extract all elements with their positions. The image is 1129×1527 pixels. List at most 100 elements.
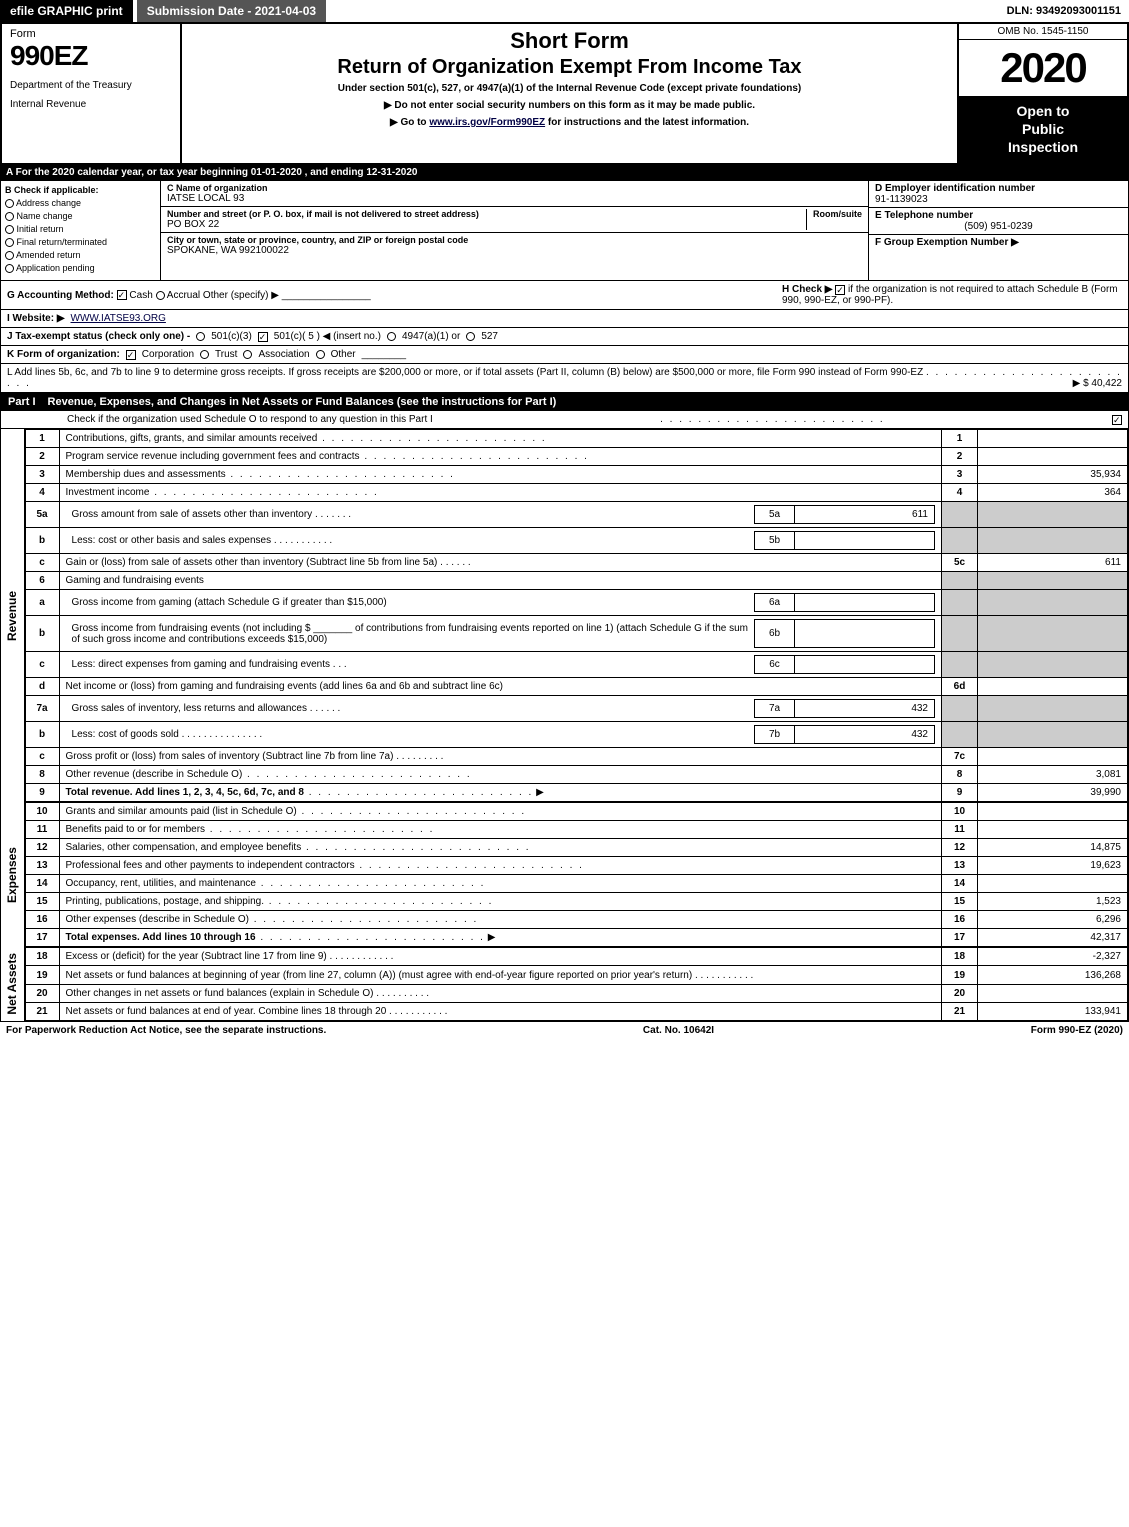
submission-date-button[interactable]: Submission Date - 2021-04-03 [137,0,326,22]
chk-527[interactable] [466,332,475,341]
part1-label: Part I [8,396,48,408]
i-label: I Website: ▶ [7,313,65,324]
chk-amended[interactable] [5,251,14,260]
chk-address-change[interactable] [5,199,14,208]
chk-trust[interactable] [200,350,209,359]
chk-pending[interactable] [5,264,14,273]
chk-h[interactable] [835,285,845,295]
chk-other-org[interactable] [316,350,325,359]
row-g-h: G Accounting Method: Cash Accrual Other … [0,281,1129,310]
top-bar: efile GRAPHIC print Submission Date - 20… [0,0,1129,24]
line-17: 17Total expenses. Add lines 10 through 1… [25,929,1127,947]
line-20: 20Other changes in net assets or fund ba… [25,984,1127,1002]
line-8: 8Other revenue (describe in Schedule O)8… [25,766,1127,784]
col-b-title: B Check if applicable: [5,185,156,195]
part1-dots [660,414,885,425]
line-21: 21Net assets or fund balances at end of … [25,1002,1127,1020]
irs-link[interactable]: www.irs.gov/Form990EZ [429,117,545,128]
chk-4947[interactable] [387,332,396,341]
row-k-form-org: K Form of organization: Corporation Trus… [0,346,1129,364]
open-public-inspection: Open to Public Inspection [959,96,1127,163]
city-label: City or town, state or province, country… [167,235,862,245]
return-title: Return of Organization Exempt From Incom… [186,56,953,79]
h-text: if the organization is not required to a… [782,284,1118,306]
k-assoc: Association [258,349,309,360]
goto-pre: ▶ Go to [390,117,429,128]
col-d-identifiers: D Employer identification number 91-1139… [868,181,1128,281]
tel-label: E Telephone number [875,210,1122,221]
line-7b: bLess: cost of goods sold . . . . . . . … [25,722,1127,748]
g-label: G Accounting Method: [7,290,114,301]
page-footer: For Paperwork Reduction Act Notice, see … [0,1021,1129,1039]
revenue-section: Revenue 1Contributions, gifts, grants, a… [0,429,1129,802]
k-trust: Trust [215,349,237,360]
line-14: 14Occupancy, rent, utilities, and mainte… [25,875,1127,893]
opt-amended: Amended return [16,250,81,260]
expenses-table: 10Grants and similar amounts paid (list … [25,802,1128,947]
netassets-side-label: Net Assets [1,947,25,1021]
section-a-tax-year: A For the 2020 calendar year, or tax yea… [0,165,1129,180]
chk-assoc[interactable] [243,350,252,359]
efile-print-button[interactable]: efile GRAPHIC print [0,0,133,22]
part1-check-text: Check if the organization used Schedule … [7,414,433,425]
chk-part1-schedule-o[interactable] [1112,415,1122,425]
header-right: OMB No. 1545-1150 2020 Open to Public In… [957,24,1127,163]
dln-label: DLN: 93492093001151 [999,1,1129,21]
k-label: K Form of organization: [7,349,120,360]
org-name: IATSE LOCAL 93 [167,193,862,204]
website-link[interactable]: WWW.IATSE93.ORG [71,313,166,324]
chk-accrual[interactable] [156,291,165,300]
line-18: 18Excess or (deficit) for the year (Subt… [25,948,1127,966]
chk-501c3[interactable] [196,332,205,341]
row-j-tax-exempt: J Tax-exempt status (check only one) - 5… [0,328,1129,346]
line-11: 11Benefits paid to or for members11 [25,821,1127,839]
chk-501c[interactable] [258,332,268,342]
l-text: L Add lines 5b, 6c, and 7b to line 9 to … [7,367,923,378]
street-label: Number and street (or P. O. box, if mail… [167,209,479,219]
chk-cash[interactable] [117,290,127,300]
footer-form: Form 990-EZ (2020) [1031,1025,1123,1036]
line-19: 19Net assets or fund balances at beginni… [25,966,1127,984]
instruct-ssn: ▶ Do not enter social security numbers o… [186,100,953,111]
revenue-table: 1Contributions, gifts, grants, and simil… [25,429,1128,802]
short-form-title: Short Form [186,28,953,54]
l-amount: ▶ $ 40,422 [1073,378,1122,389]
chk-initial-return[interactable] [5,225,14,234]
col-c-org-info: C Name of organization IATSE LOCAL 93 Nu… [161,181,868,281]
line-15: 15Printing, publications, postage, and s… [25,893,1127,911]
line-9: 9Total revenue. Add lines 1, 2, 3, 4, 5c… [25,784,1127,802]
omb-number: OMB No. 1545-1150 [959,24,1127,40]
revenue-side-label: Revenue [1,429,25,802]
chk-name-change[interactable] [5,212,14,221]
open-line3: Inspection [965,138,1121,156]
g-other: Other (specify) ▶ [203,290,279,301]
expenses-section: Expenses 10Grants and similar amounts pa… [0,802,1129,947]
subtitle: Under section 501(c), 527, or 4947(a)(1)… [186,83,953,94]
j-501c: 501(c)( 5 ) ◀ (insert no.) [274,331,381,342]
k-other: Other [331,349,356,360]
city-value: SPOKANE, WA 992100022 [167,245,862,256]
j-527: 527 [481,331,498,342]
header-left: Form 990EZ Department of the Treasury In… [2,24,182,163]
line-3: 3Membership dues and assessments335,934 [25,466,1127,484]
row-l-gross-receipts: L Add lines 5b, 6c, and 7b to line 9 to … [0,364,1129,393]
dept-irs: Internal Revenue [10,99,172,110]
chk-corp[interactable] [126,350,136,360]
form-label: Form [10,28,172,40]
line-10: 10Grants and similar amounts paid (list … [25,803,1127,821]
chk-final-return[interactable] [5,238,14,247]
expenses-side-label: Expenses [1,802,25,947]
org-name-label: C Name of organization [167,183,862,193]
j-label: J Tax-exempt status (check only one) - [7,331,190,342]
part1-header: Part I Revenue, Expenses, and Changes in… [0,393,1129,411]
line-1: 1Contributions, gifts, grants, and simil… [25,430,1127,448]
g-accrual: Accrual [167,290,200,301]
line-2: 2Program service revenue including gover… [25,448,1127,466]
form-header: Form 990EZ Department of the Treasury In… [0,24,1129,165]
k-corp: Corporation [142,349,194,360]
line-6c: cLess: direct expenses from gaming and f… [25,652,1127,678]
ein-value: 91-1139023 [875,194,1122,205]
line-6a: aGross income from gaming (attach Schedu… [25,590,1127,616]
goto-post: for instructions and the latest informat… [548,117,749,128]
form-number: 990EZ [10,40,172,72]
